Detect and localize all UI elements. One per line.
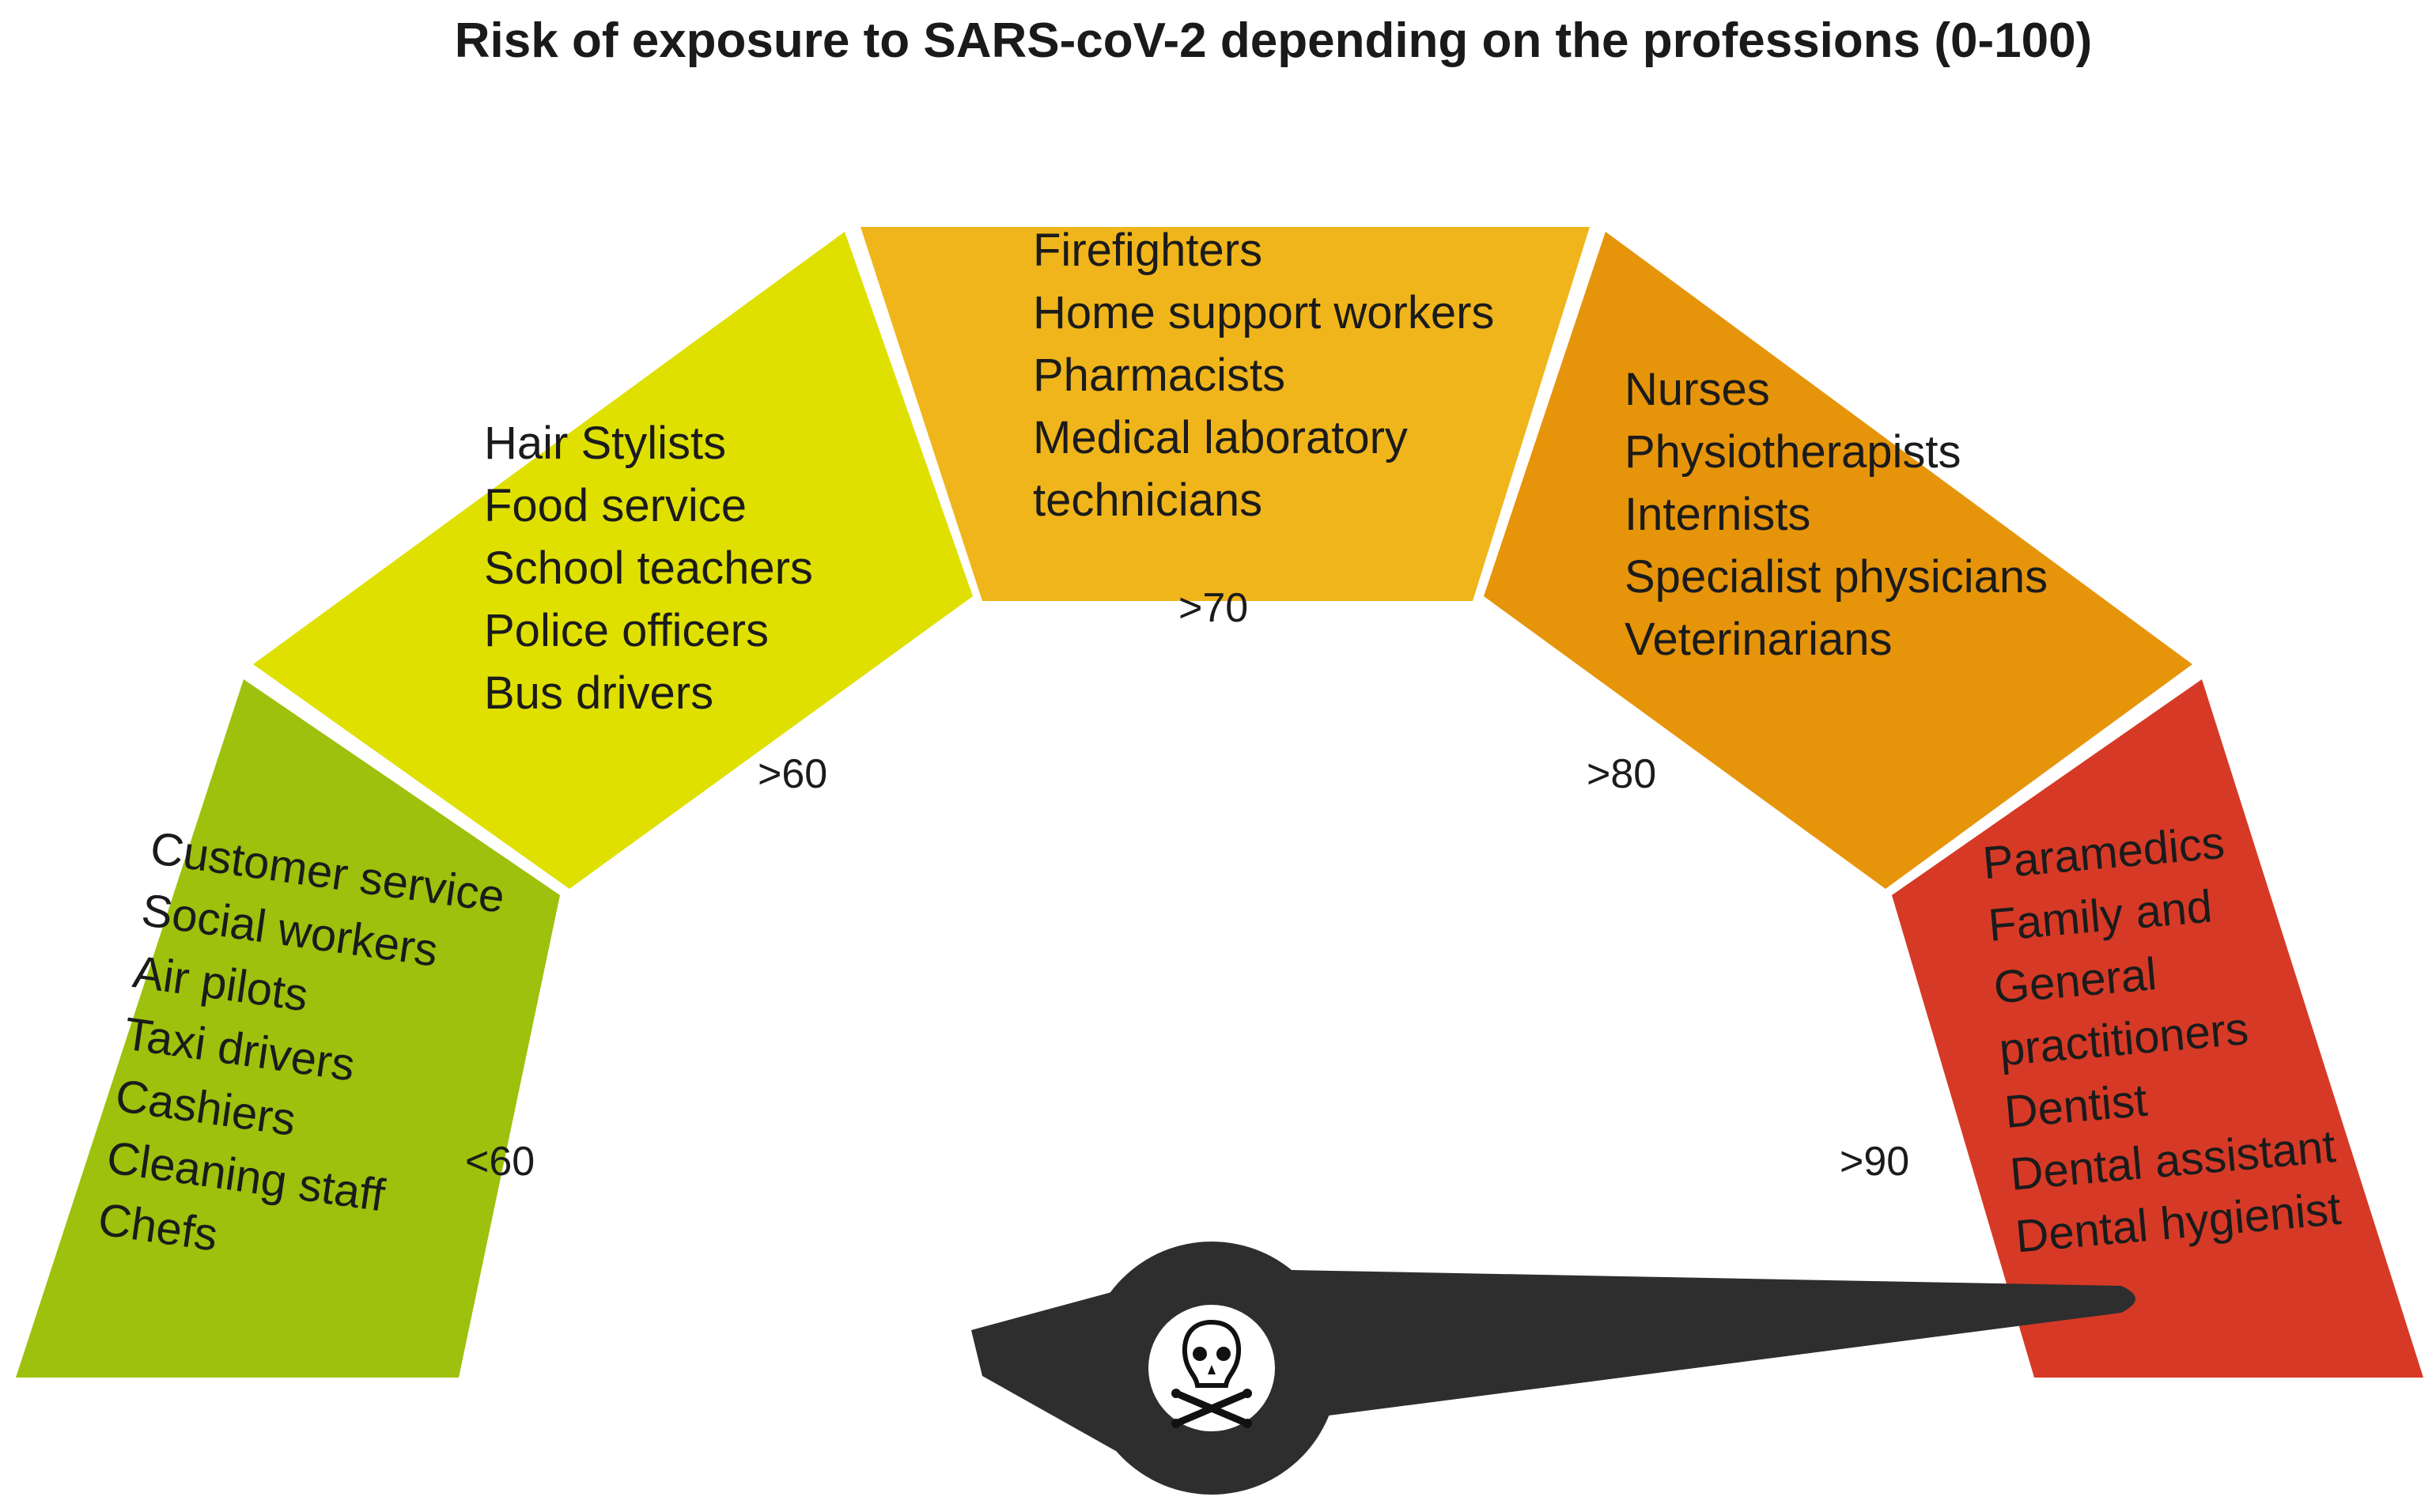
profession-label: Hair Stylists [484, 418, 726, 469]
profession-label: Pharmacists [1033, 350, 1285, 401]
profession-list-gt90: Paramedics Family and General practition… [1980, 817, 2343, 1263]
profession-label: Dentist [2003, 1075, 2149, 1138]
profession-list-gt70: Firefighters Home support workers Pharma… [1033, 225, 1494, 526]
profession-label: technicians [1033, 474, 1262, 526]
diagram-title: Risk of exposure to SARS-coV-2 depending… [455, 13, 2092, 68]
profession-label: School teachers [484, 542, 813, 594]
segment-lt60 [16, 679, 560, 1378]
threshold-label-gt80: >80 [1587, 751, 1656, 797]
profession-label: Medical laboratory [1033, 412, 1408, 463]
threshold-label-gt60: >60 [758, 751, 827, 797]
profession-label: Food service [484, 480, 747, 531]
profession-label: Police officers [484, 605, 769, 656]
profession-label: Physiotherapists [1625, 426, 1961, 478]
profession-label: Internists [1625, 489, 1810, 540]
profession-label: Nurses [1625, 364, 1770, 415]
skull-and-crossbones-icon [1171, 1319, 1252, 1428]
gauge-arc [16, 227, 2423, 1378]
threshold-label-gt90: >90 [1840, 1139, 1909, 1185]
threshold-label-gt70: >70 [1178, 585, 1248, 631]
gauge-needle [971, 1242, 2135, 1495]
segment-gt60 [253, 232, 973, 889]
profession-label: Veterinarians [1625, 614, 1893, 665]
profession-label: Home support workers [1033, 287, 1494, 338]
profession-list-gt80: Nurses Physiotherapists Internists Speci… [1625, 364, 2048, 665]
segment-gt90 [1892, 679, 2423, 1378]
profession-label: Bus drivers [484, 667, 713, 719]
profession-label: Specialist physicians [1625, 551, 2048, 603]
segment-gt70 [861, 227, 1590, 601]
segment-gt80 [1484, 232, 2192, 889]
profession-list-gt60: Hair Stylists Food service School teache… [484, 418, 813, 719]
threshold-label-lt60: <60 [465, 1139, 535, 1185]
profession-label: Firefighters [1033, 225, 1262, 276]
